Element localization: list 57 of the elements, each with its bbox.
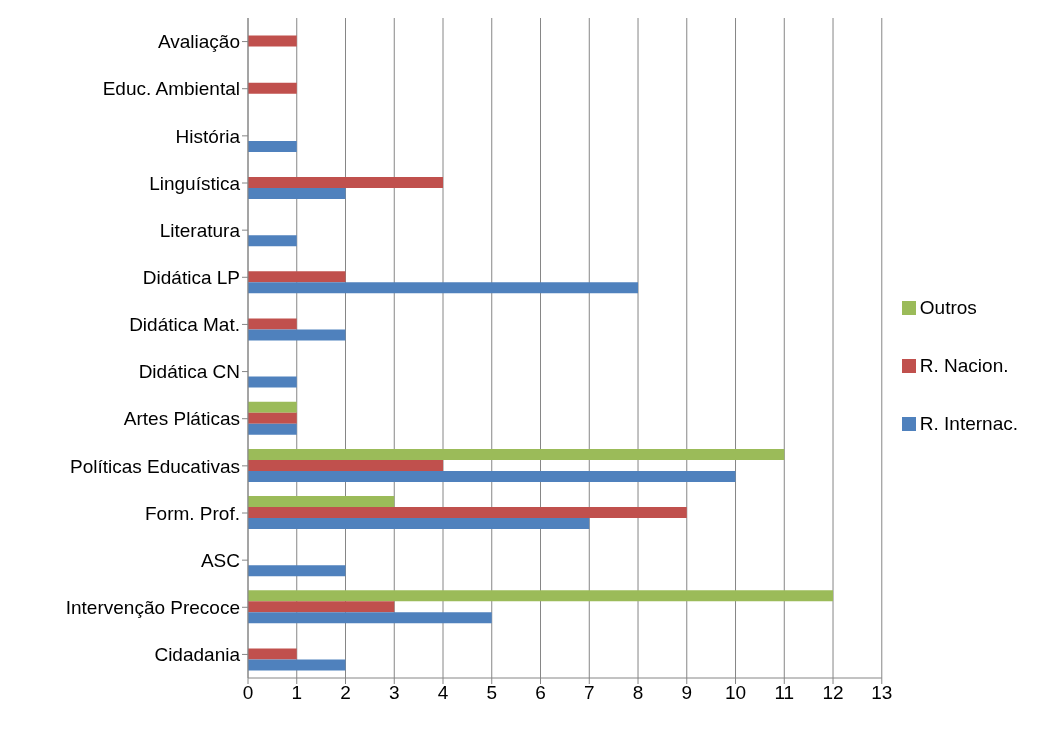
x-tick-label: 8 bbox=[632, 682, 644, 704]
x-tick-label: 7 bbox=[583, 682, 595, 704]
bar bbox=[248, 177, 444, 189]
y-tick-label: Form. Prof. bbox=[144, 502, 240, 524]
x-tick-label: 9 bbox=[681, 682, 693, 704]
bar bbox=[248, 612, 492, 624]
x-tick-label: 1 bbox=[291, 682, 303, 704]
bar bbox=[248, 318, 297, 330]
y-tick-label: Artes Pláticas bbox=[123, 408, 240, 430]
x-tick-label: 3 bbox=[388, 682, 400, 704]
x-tick-label: 6 bbox=[535, 682, 546, 704]
bar bbox=[248, 507, 687, 519]
bar bbox=[248, 412, 297, 424]
legend-label: R. Nacion. bbox=[919, 354, 1009, 376]
x-tick-label: 13 bbox=[871, 682, 893, 704]
bar bbox=[248, 659, 346, 671]
x-tick-label: 10 bbox=[724, 682, 747, 704]
x-tick-label: 0 bbox=[242, 682, 254, 704]
bar bbox=[248, 648, 297, 660]
y-tick-label: Intervenção Precoce bbox=[65, 597, 240, 619]
y-tick-label: Educ. Ambiental bbox=[102, 78, 240, 100]
bar bbox=[248, 235, 297, 247]
bar bbox=[248, 188, 346, 200]
legend-label: R. Internac. bbox=[919, 412, 1018, 434]
bar bbox=[248, 271, 346, 283]
bar bbox=[248, 459, 444, 471]
bar bbox=[248, 329, 346, 341]
y-tick-label: Cidadania bbox=[154, 644, 241, 666]
y-tick-label: Didática CN bbox=[138, 361, 240, 383]
bar bbox=[248, 565, 346, 577]
y-tick-label: Políticas Educativas bbox=[69, 455, 240, 477]
y-tick-label: Avaliação bbox=[157, 31, 240, 53]
bar bbox=[248, 282, 639, 294]
bar bbox=[248, 518, 590, 530]
y-tick-label: Didática LP bbox=[142, 267, 240, 289]
legend-label: Outros bbox=[919, 296, 977, 318]
bar bbox=[248, 448, 785, 460]
bar bbox=[248, 470, 736, 482]
bar bbox=[248, 496, 395, 508]
x-tick-label: 5 bbox=[486, 682, 498, 704]
bar bbox=[248, 82, 297, 94]
bar bbox=[248, 35, 297, 47]
y-tick-label: História bbox=[175, 125, 241, 147]
bar bbox=[248, 140, 297, 152]
x-tick-label: 2 bbox=[340, 682, 351, 704]
y-tick-label: Literatura bbox=[159, 219, 241, 241]
y-tick-label: Linguística bbox=[149, 172, 241, 194]
bar bbox=[248, 423, 297, 435]
y-tick-label: Didática Mat. bbox=[129, 314, 240, 336]
bar bbox=[248, 376, 297, 388]
x-tick-label: 12 bbox=[822, 682, 844, 704]
bar bbox=[248, 401, 297, 413]
x-tick-label: 4 bbox=[437, 682, 449, 704]
bar bbox=[248, 590, 834, 602]
x-tick-label: 11 bbox=[774, 682, 795, 704]
y-tick-label: ASC bbox=[200, 549, 240, 571]
bar bbox=[248, 601, 395, 613]
